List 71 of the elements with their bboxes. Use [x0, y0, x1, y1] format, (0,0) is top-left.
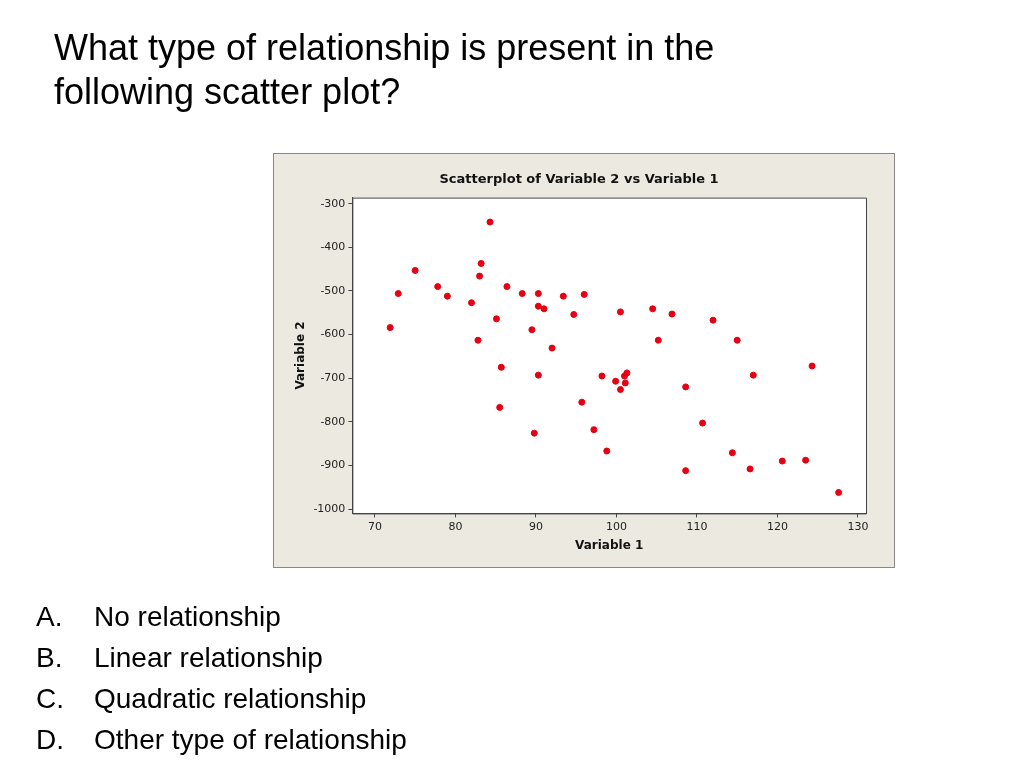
point — [540, 305, 548, 313]
point — [394, 290, 402, 298]
point — [778, 457, 786, 465]
point — [503, 283, 511, 291]
point — [386, 324, 394, 332]
y-axis-title: Variable 2 — [293, 321, 308, 390]
text: C. Quadratic relationship — [36, 682, 368, 716]
point — [534, 302, 542, 310]
point — [534, 371, 542, 379]
point — [477, 259, 485, 267]
x-tick-label: 80 — [448, 519, 463, 533]
x-tick-label: 70 — [367, 519, 382, 533]
y-tick-label: -500 — [320, 283, 346, 297]
point — [578, 398, 586, 406]
point — [612, 377, 620, 385]
x-tick-label: 110 — [686, 519, 708, 533]
point — [728, 449, 736, 457]
point — [548, 344, 556, 352]
point — [497, 363, 505, 371]
point — [709, 316, 717, 324]
point — [486, 218, 494, 226]
point — [443, 292, 451, 300]
point — [530, 429, 538, 437]
y-tick-label: -300 — [320, 196, 346, 210]
point — [570, 311, 578, 318]
point — [835, 488, 843, 496]
point — [534, 290, 542, 298]
point — [654, 336, 662, 344]
point — [649, 305, 657, 313]
point — [733, 336, 741, 344]
point — [528, 326, 536, 334]
point — [808, 362, 816, 370]
point — [434, 283, 442, 291]
x-tick-label: 90 — [528, 519, 543, 533]
text: D. Other type of relationship — [36, 723, 407, 757]
y-tick-label: -800 — [320, 414, 346, 428]
point — [746, 465, 754, 473]
text: B. Linear relationship — [36, 641, 324, 675]
x-tick-label: 120 — [766, 519, 788, 533]
x-axis-title: Variable 1 — [575, 537, 644, 552]
chart-title: Scatterplot of Variable 2 vs Variable 1 — [439, 171, 719, 187]
point — [590, 426, 598, 434]
point — [749, 371, 757, 379]
y-tick-label: -700 — [320, 371, 346, 385]
y-tick-label: -1000 — [313, 501, 346, 515]
point — [682, 467, 690, 475]
point — [598, 372, 606, 380]
point — [468, 299, 476, 307]
x-tick-label: 100 — [605, 519, 627, 533]
point — [476, 272, 484, 280]
point — [699, 419, 707, 427]
point — [616, 308, 624, 316]
y-tick-label: -600 — [320, 327, 346, 341]
point — [621, 379, 629, 387]
point — [411, 266, 419, 274]
point — [802, 456, 810, 464]
point — [580, 290, 588, 298]
point — [474, 336, 482, 344]
y-tick-label: -900 — [320, 458, 346, 472]
point — [518, 290, 526, 298]
point — [496, 403, 504, 411]
point — [559, 292, 567, 300]
x-tick-label: 130 — [847, 519, 869, 533]
point — [603, 447, 611, 455]
text: What type of relationship is present in the following scatter plot? — [54, 26, 716, 114]
text: A. No relationship — [36, 600, 282, 634]
point — [492, 315, 500, 323]
point — [668, 310, 676, 318]
y-tick-label: -400 — [320, 240, 346, 254]
point — [616, 386, 624, 394]
point — [682, 383, 690, 391]
